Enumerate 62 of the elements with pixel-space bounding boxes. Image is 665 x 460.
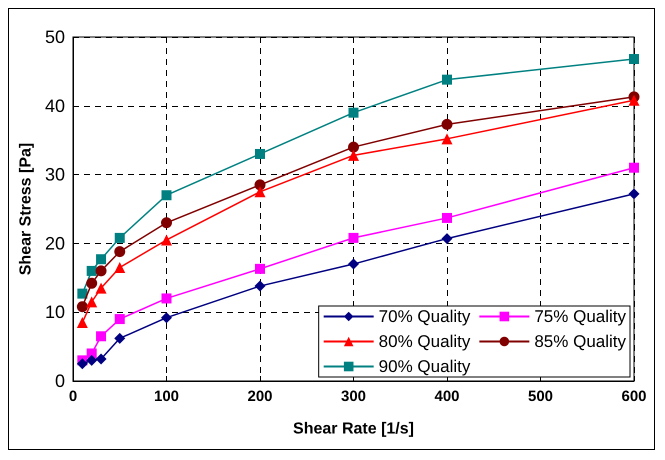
point — [442, 118, 452, 130]
y-tick-label: 20 — [44, 233, 65, 254]
point — [348, 142, 359, 153]
point — [348, 232, 358, 243]
point — [442, 233, 452, 244]
y-tick-label: 0 — [54, 371, 65, 391]
x-tick-label: 300 — [340, 388, 366, 405]
y-tick-label: 50 — [44, 27, 65, 47]
legend-label: 75% Quality — [534, 307, 626, 326]
point — [254, 280, 266, 292]
y-tick-label: 30 — [44, 164, 65, 185]
point — [442, 133, 452, 144]
point — [76, 301, 88, 312]
point — [254, 179, 266, 190]
point — [161, 312, 172, 324]
point — [76, 317, 88, 328]
x-tick-label: 0 — [68, 388, 78, 405]
point — [628, 94, 640, 106]
point — [96, 254, 106, 264]
point — [76, 358, 88, 370]
point — [348, 258, 359, 270]
point — [114, 262, 126, 273]
point — [629, 162, 639, 173]
point — [161, 217, 172, 228]
legend-label: 70% Quality — [378, 307, 471, 326]
point — [442, 74, 452, 85]
point — [86, 278, 98, 289]
point — [255, 148, 265, 159]
y-tick-label: 40 — [44, 96, 65, 116]
x-tick-label: 400 — [434, 388, 460, 405]
point — [86, 266, 97, 276]
x-axis-title: Shear Rate [1/s] — [293, 420, 414, 438]
x-tick-label: 100 — [154, 388, 180, 405]
point — [114, 232, 125, 243]
point — [348, 108, 358, 118]
point — [114, 246, 126, 258]
point — [77, 288, 88, 299]
point — [114, 314, 125, 324]
point — [348, 150, 359, 161]
point — [255, 264, 265, 274]
point — [86, 354, 98, 366]
point — [114, 332, 126, 344]
legend-label: 80% Quality — [378, 332, 471, 351]
x-tick-label: 500 — [528, 388, 554, 405]
point — [161, 234, 172, 246]
x-tick-label: 600 — [621, 388, 647, 405]
x-tick-label: 200 — [247, 388, 273, 405]
point — [628, 188, 640, 200]
point — [96, 331, 106, 342]
point — [96, 353, 107, 364]
point — [96, 265, 107, 276]
legend-label: 85% Quality — [534, 332, 626, 351]
point — [442, 212, 452, 223]
y-tick-label: 10 — [44, 302, 65, 322]
point — [629, 54, 639, 64]
point — [162, 190, 172, 200]
point — [86, 296, 98, 308]
point — [254, 186, 266, 198]
legend-label: 90% Quality — [378, 357, 471, 376]
point — [162, 293, 172, 304]
point — [96, 282, 107, 294]
y-axis-title: Shear Stress [Pa] — [18, 142, 35, 276]
